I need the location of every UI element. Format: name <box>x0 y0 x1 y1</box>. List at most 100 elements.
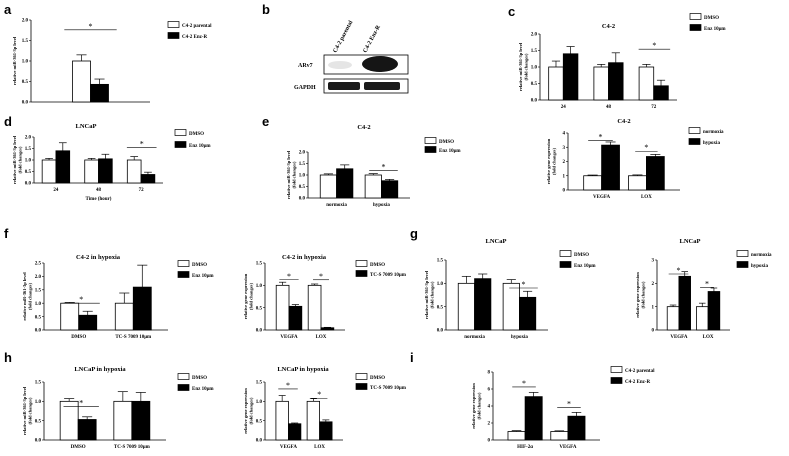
legend-swatch <box>355 260 368 267</box>
blot-lane-label-2: C4-2 Enz-R <box>362 24 382 54</box>
legend-swatch <box>167 32 180 39</box>
y-tick-label: 4 <box>563 132 566 137</box>
bar <box>114 302 134 331</box>
blot-band-arv7-parental <box>328 61 352 69</box>
y-tick-label: 0 <box>652 329 655 334</box>
legend-label: C4-2 Enz-R <box>625 380 651 385</box>
legend-swatch <box>174 129 187 136</box>
western-blot: C4-2 parental C4-2 Enz-R ARv7 GAPDH <box>294 20 409 94</box>
legend-label: normoxia <box>751 253 772 258</box>
y-axis-label-line: relative miR-361-3p level <box>286 150 291 199</box>
y-tick-label: 0.5 <box>35 315 42 320</box>
y-tick-label: 2 <box>488 422 491 427</box>
y-axis-label: relative miR-361-3p level(fold changes) <box>12 135 23 184</box>
x-tick-label: LOX <box>641 195 652 200</box>
y-tick-label: 0.5 <box>35 419 42 424</box>
bar <box>336 168 354 199</box>
bar <box>132 286 152 331</box>
legend-label: hypoxia <box>703 141 720 146</box>
blot-row-label-gapdh: GAPDH <box>294 85 316 91</box>
y-tick-label: 0.0 <box>35 439 42 444</box>
x-tick-label: LOX <box>314 445 325 450</box>
blot-band-gapdh-enzr <box>364 82 400 90</box>
legend-label: DMSO <box>370 263 385 268</box>
y-axis-label-line: (fold changes) <box>28 283 33 310</box>
bar <box>275 400 289 441</box>
y-tick-label: 2.0 <box>25 136 32 141</box>
x-tick-label: DMSO <box>71 445 86 450</box>
x-tick-label: normoxia <box>326 203 347 208</box>
y-tick-label: 1.0 <box>35 302 42 307</box>
bar <box>320 327 335 331</box>
legend-label: DMSO <box>189 132 204 137</box>
significance-star: * <box>522 379 526 388</box>
significance-star: * <box>287 272 291 281</box>
significance-star: * <box>79 295 83 304</box>
y-tick-label: 0.5 <box>256 306 263 311</box>
x-tick-label: TC-S 7009 10μm <box>115 335 152 340</box>
bar <box>319 174 337 199</box>
y-tick-label: 0.0 <box>437 329 444 334</box>
bar <box>275 284 290 331</box>
y-axis-label-line: (fold changes) <box>477 392 482 419</box>
y-axis-label-line: relative miR-361-3p level <box>12 135 17 184</box>
panel-label-e: e <box>262 114 269 129</box>
legend-swatch <box>355 383 368 390</box>
x-tick-label: VEGFA <box>670 335 688 340</box>
x-tick-label: DMSO <box>71 335 86 340</box>
y-tick-label: 1.5 <box>299 162 306 167</box>
bar <box>550 431 569 441</box>
legend-swatch <box>559 250 572 257</box>
y-axis-label: relative gene expression(fold changes) <box>635 272 646 318</box>
y-axis-label-line: (fold changes) <box>430 281 435 308</box>
y-tick-label: 0.0 <box>35 329 42 334</box>
y-tick-label: 3 <box>652 259 655 264</box>
bar <box>474 278 492 331</box>
bar <box>638 66 655 101</box>
legend-label: Enz 10μm <box>192 387 214 392</box>
y-tick-label: 1.0 <box>256 400 263 405</box>
bar <box>653 85 669 101</box>
bar <box>131 400 151 441</box>
y-tick-label: 1.0 <box>299 174 306 179</box>
bar <box>140 174 156 184</box>
bar <box>364 174 382 199</box>
chart-title: LNCaP in hypoxia <box>277 366 329 373</box>
y-axis-label-line: relative miR-361-3p level <box>424 270 429 319</box>
x-tick-label: hypoxia <box>373 203 390 208</box>
bar <box>55 150 71 184</box>
y-tick-label: 1.0 <box>531 66 538 71</box>
y-tick-label: 2.0 <box>35 275 42 280</box>
y-tick-label: 1 <box>652 305 655 310</box>
significance-star: * <box>140 140 144 149</box>
bar <box>381 180 399 199</box>
x-axis-label: Time (hour) <box>86 197 112 202</box>
chart-e2: 0 1 2 3 4 relative gene expression(fold chang… <box>546 118 724 200</box>
y-tick-label: 1.0 <box>256 284 263 289</box>
y-axis-label-line: (fold changes) <box>552 148 557 175</box>
chart-g1: 0.0 0.5 1.0 1.5 relative miR-361-3p level(fo… <box>424 238 596 340</box>
y-tick-label: 0.5 <box>256 419 263 424</box>
y-axis-label-line: relative miR-361-3p level <box>22 272 27 321</box>
y-tick-label: 0.0 <box>256 439 263 444</box>
x-tick-label: VEGFA <box>559 445 577 450</box>
bar <box>307 284 322 331</box>
y-axis-label-line: relative gene expression <box>471 383 476 429</box>
x-tick-label: 24 <box>53 188 59 193</box>
y-tick-label: 2.0 <box>299 151 306 156</box>
legend-swatch <box>610 366 623 373</box>
y-axis-label-line: relative miR-361-3p level <box>12 36 17 85</box>
panel-label-h: h <box>4 350 12 365</box>
bar <box>84 159 99 184</box>
y-tick-label: 6 <box>488 388 491 393</box>
x-tick-label: VEGFA <box>593 195 611 200</box>
legend-swatch <box>559 261 572 268</box>
y-tick-label: 4 <box>488 405 491 410</box>
y-axis-label-line: (fold changes) <box>292 161 297 188</box>
y-axis-label: relative gene expression(fold changes) <box>471 383 482 429</box>
y-axis-label-line: (fold changes) <box>18 146 23 173</box>
